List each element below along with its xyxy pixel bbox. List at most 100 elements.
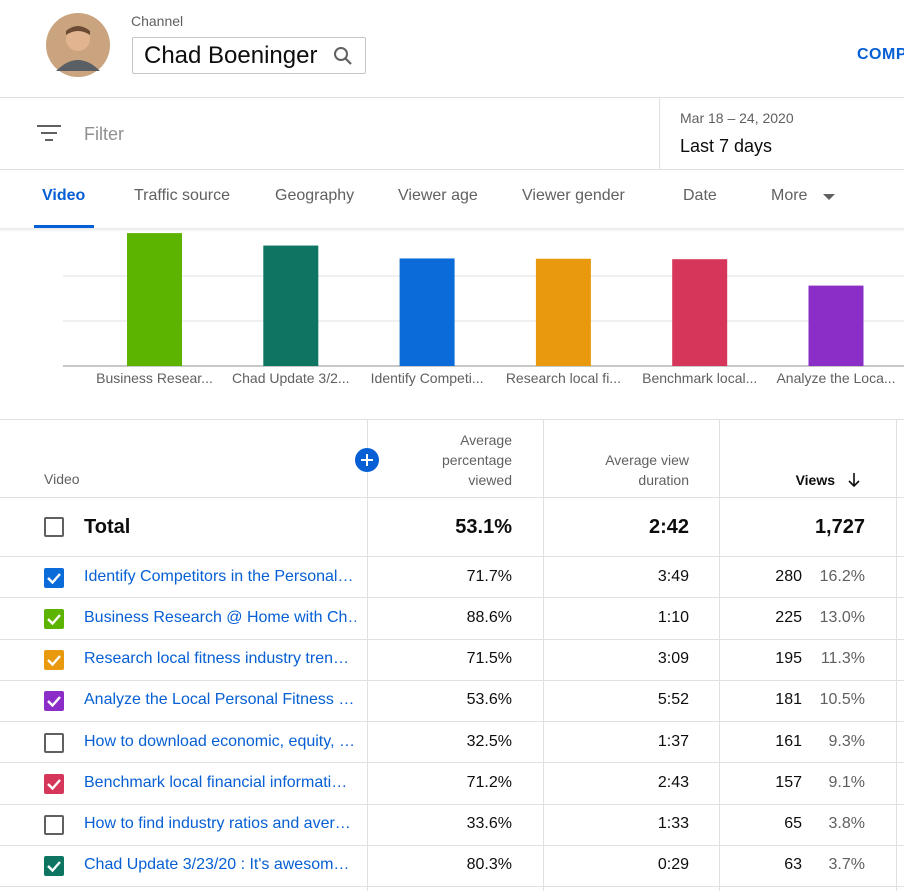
column-divider [719, 420, 720, 891]
divider [0, 886, 904, 887]
total-label: Total [84, 516, 131, 538]
duration: 2:43 [657, 773, 689, 791]
video-title[interactable]: Research local fitness industry tren… [84, 650, 349, 668]
duration: 5:52 [657, 691, 689, 709]
divider [0, 597, 904, 599]
sort-arrow [848, 473, 860, 488]
filter-icon [37, 125, 61, 141]
channel-label: Channel [131, 13, 184, 29]
channel-name: Chad Boeninger [144, 42, 318, 69]
total-avg-pct: 53.1% [455, 516, 512, 538]
total-duration: 2:42 [648, 516, 689, 538]
checkbox[interactable] [44, 567, 64, 588]
video-title[interactable]: How to find industry ratios and aver… [84, 815, 351, 833]
checkbox[interactable] [44, 517, 64, 537]
views-share: 3.7% [828, 856, 865, 874]
divider [0, 497, 904, 498]
video-title[interactable]: Benchmark local financial informati… [84, 773, 348, 791]
checkbox[interactable] [44, 650, 64, 671]
divider [0, 419, 904, 420]
checkbox[interactable] [44, 815, 64, 836]
tab[interactable]: Traffic source [134, 187, 231, 204]
x-tick-label: Business Resear... [96, 370, 213, 386]
checkbox[interactable] [44, 773, 64, 794]
chart: Business Resear... Chad Update 3/2... Iden… [63, 233, 904, 386]
more-arrow [823, 194, 835, 200]
shadow [0, 228, 904, 232]
avg-pct: 71.7% [466, 567, 512, 585]
tab[interactable]: Date [683, 187, 717, 204]
bar [263, 245, 319, 366]
check-mark [47, 572, 61, 584]
search-icon [334, 47, 352, 65]
views-share: 10.5% [819, 691, 865, 709]
check-mark [47, 861, 61, 873]
avg-pct: 71.2% [466, 773, 512, 791]
x-tick-label: Research local fi... [506, 370, 621, 386]
views: 181 [775, 691, 802, 709]
views: 63 [784, 856, 802, 874]
divider [0, 169, 904, 170]
column-header[interactable]: Average percentage viewed [441, 432, 512, 488]
divider [0, 762, 904, 764]
video-title[interactable]: Identify Competitors in the Personal… [84, 567, 354, 585]
channel-search[interactable]: Chad Boeninger [132, 37, 366, 74]
avg-pct: 80.3% [466, 856, 512, 874]
divider [0, 638, 904, 640]
check-mark [47, 655, 61, 667]
add-metric-button[interactable] [355, 448, 379, 472]
checkbox[interactable] [44, 691, 64, 712]
views-share: 11.3% [820, 650, 865, 668]
x-tick-label: Identify Competi... [371, 370, 484, 386]
bar [399, 258, 455, 366]
duration: 1:33 [657, 815, 689, 833]
tab[interactable]: Geography [275, 187, 355, 204]
avg-pct: 88.6% [466, 608, 512, 626]
avg-pct: 71.5% [466, 650, 512, 668]
divider [0, 97, 904, 98]
column-divider [896, 420, 897, 891]
checkbox[interactable] [44, 856, 64, 877]
video-title[interactable]: Chad Update 3/23/20 : It's awesom… [84, 856, 350, 874]
divider [0, 679, 904, 681]
tab[interactable]: Viewer age [398, 187, 478, 204]
period-selector[interactable]: Last 7 days [680, 136, 773, 156]
avg-pct: 53.6% [466, 691, 512, 709]
views-share: 3.8% [828, 815, 865, 833]
video-title[interactable]: How to download economic, equity, … [84, 732, 355, 750]
divider [0, 844, 904, 846]
duration: 0:29 [657, 856, 689, 874]
date-range: Mar 18 – 24, 2020 [680, 110, 794, 126]
avg-pct: 32.5% [466, 732, 512, 750]
column-header: Video [44, 471, 80, 487]
compare-button[interactable]: COMP [857, 46, 904, 63]
column-header[interactable]: Views [795, 472, 835, 488]
tab-indicator [34, 225, 94, 228]
total-views: 1,727 [814, 516, 865, 538]
filter-input[interactable]: Filter [84, 124, 124, 144]
checkbox[interactable] [44, 732, 64, 753]
avatar [46, 13, 110, 77]
check-mark [47, 779, 61, 791]
column-header[interactable]: Average view duration [605, 452, 689, 488]
column-divider [367, 420, 368, 891]
tab[interactable]: More [771, 187, 808, 204]
views: 280 [775, 567, 802, 585]
checkbox[interactable] [44, 608, 64, 629]
views-share: 9.3% [828, 732, 865, 750]
avg-pct: 33.6% [466, 815, 512, 833]
bar [672, 259, 728, 366]
check-mark [47, 614, 61, 626]
video-title[interactable]: Analyze the Local Personal Fitness … [84, 691, 355, 709]
views: 65 [784, 815, 802, 833]
video-title[interactable]: Business Research @ Home with Ch… [84, 608, 356, 626]
divider [659, 98, 660, 169]
duration: 3:49 [657, 567, 689, 585]
views-share: 16.2% [819, 567, 865, 585]
views-share: 13.0% [819, 608, 865, 626]
views: 157 [775, 773, 802, 791]
tab[interactable]: Viewer gender [522, 187, 625, 204]
divider [0, 556, 904, 557]
tab[interactable]: Video [42, 187, 86, 204]
